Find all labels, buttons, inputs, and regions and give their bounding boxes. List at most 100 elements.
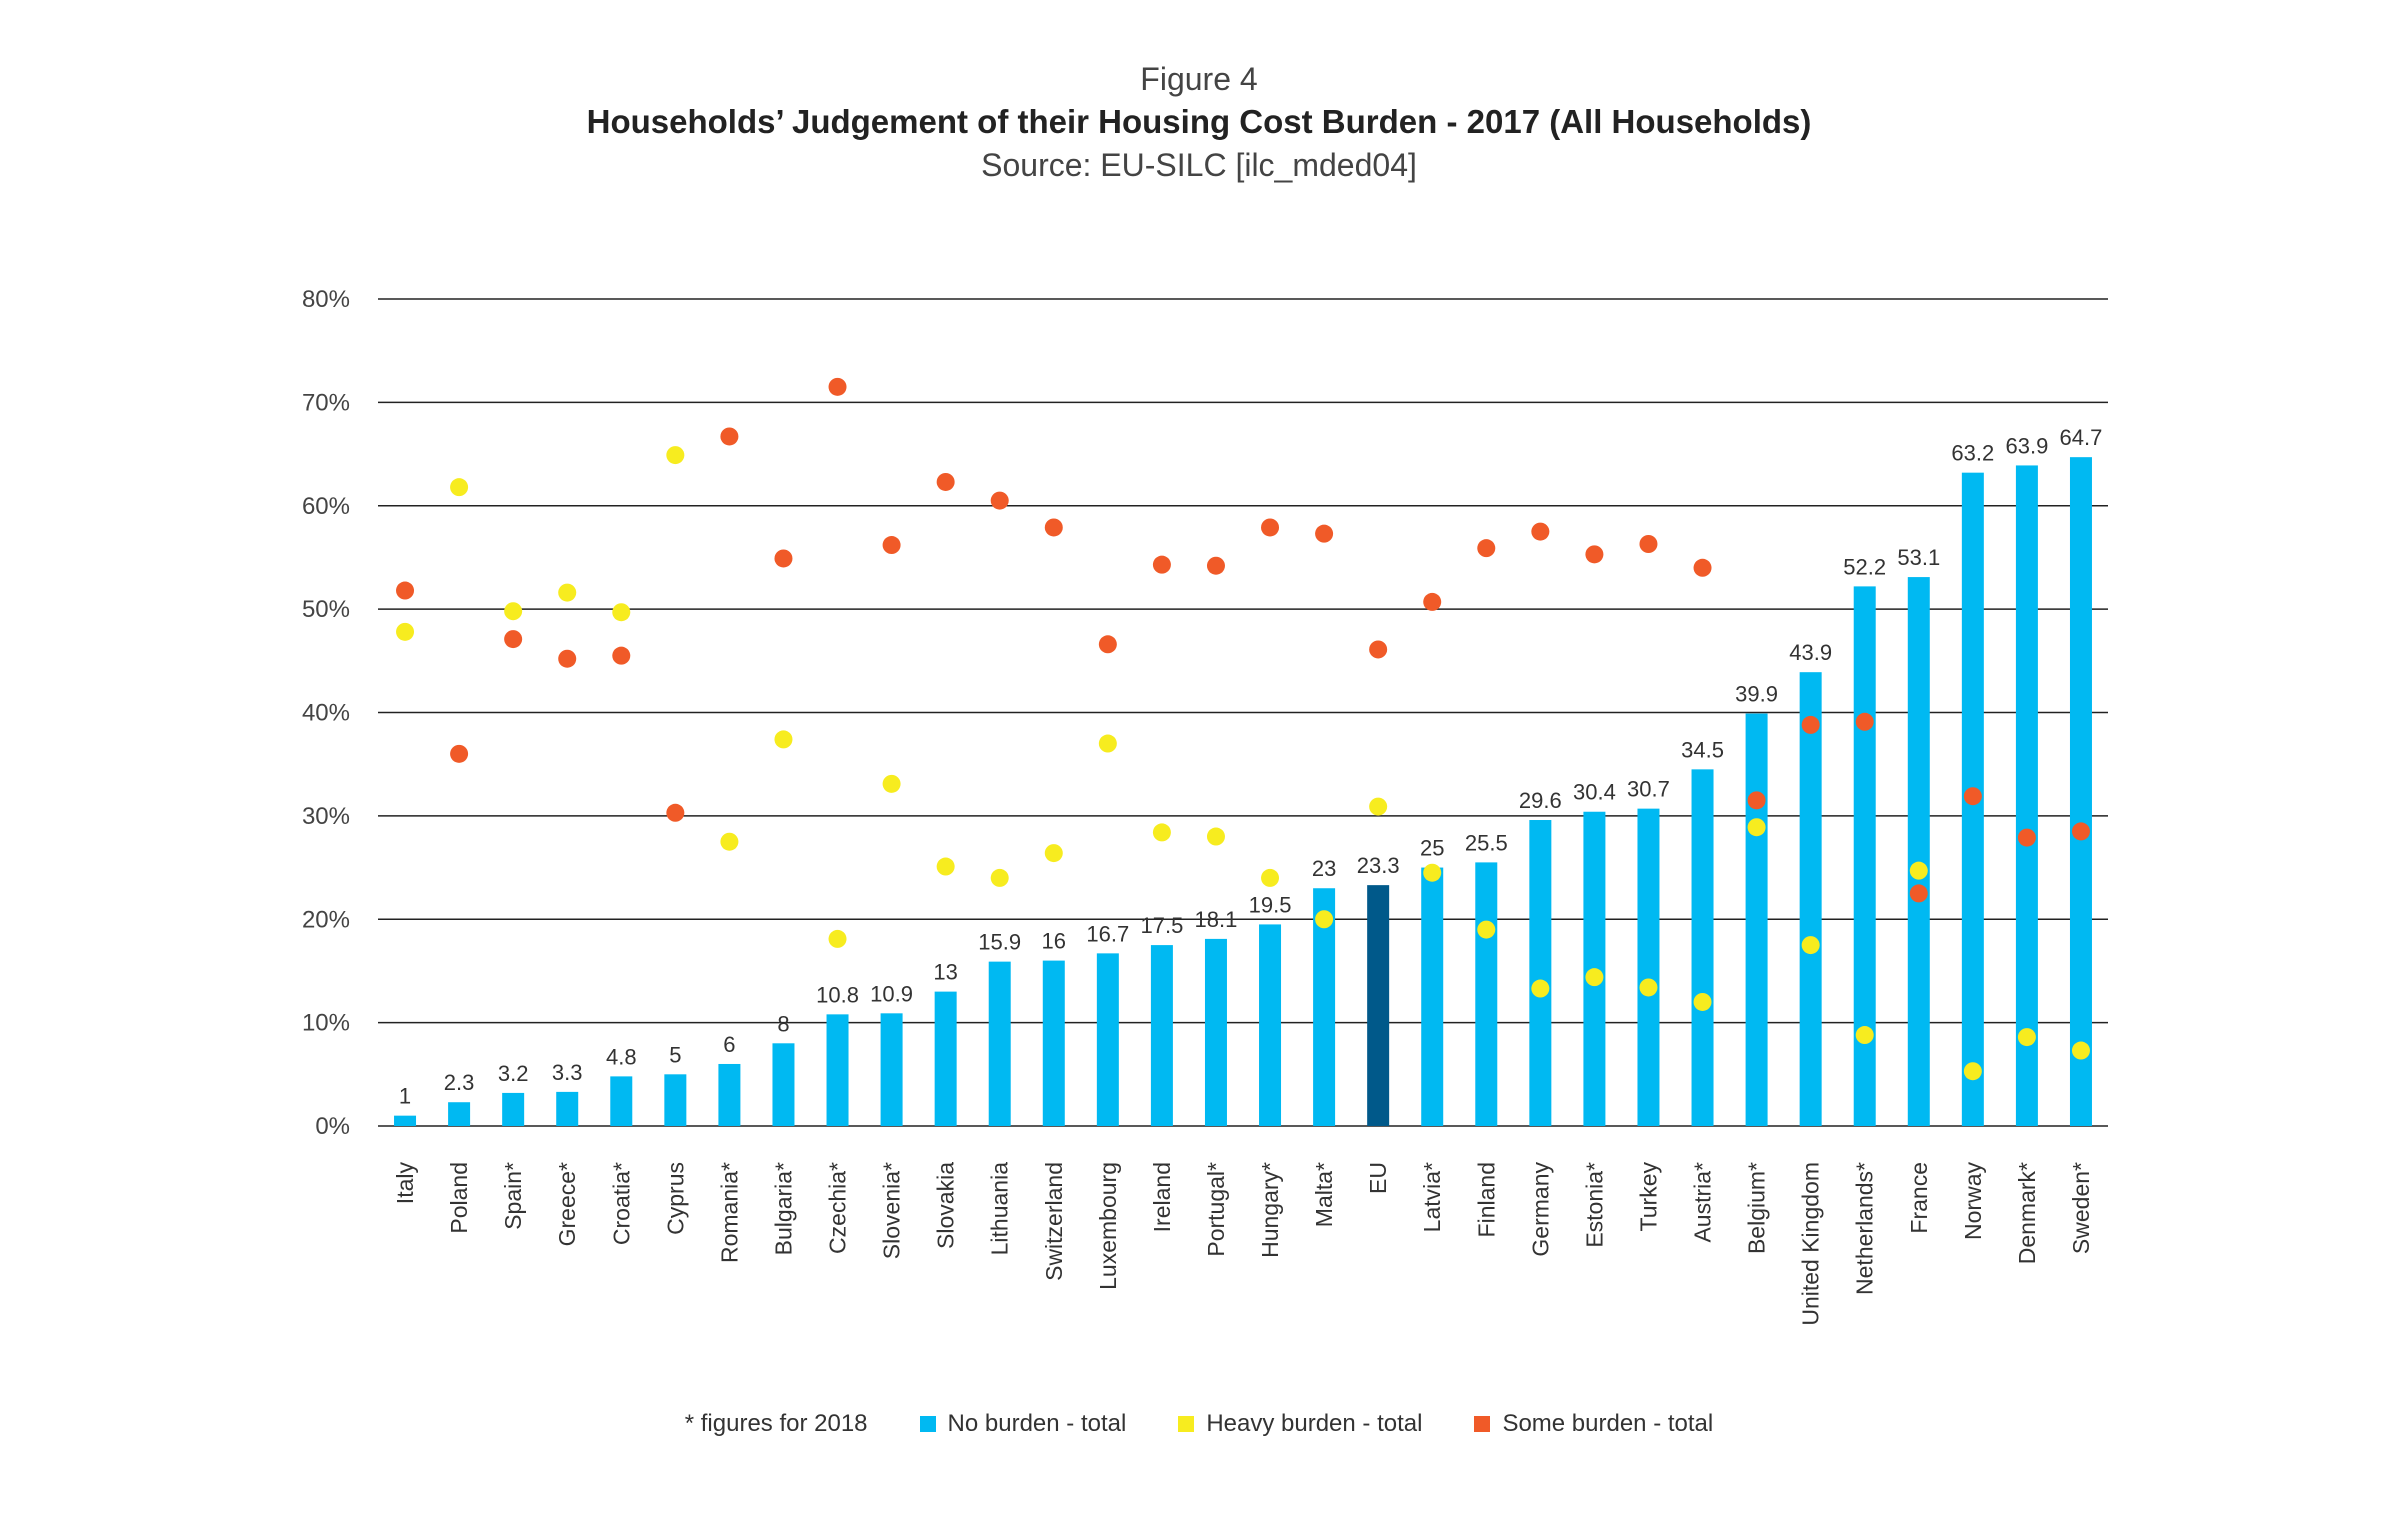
bar-value-label: 53.1 (1897, 545, 1940, 570)
bar (2015, 465, 2038, 1127)
some-burden-point (1585, 545, 1604, 564)
some-burden-point (1369, 640, 1388, 659)
some-burden-point (1693, 558, 1712, 577)
figure-label: Figure 4 (1140, 61, 1258, 97)
heavy-burden-point (936, 857, 955, 876)
legend-note-text: * figures for 2018 (684, 1410, 868, 1437)
bar (988, 961, 1011, 1126)
bar-value-label: 4.8 (606, 1044, 637, 1069)
y-tick-label: 60% (302, 493, 350, 520)
bar (1259, 924, 1282, 1126)
some-burden-point (828, 377, 847, 396)
bar-value-label: 23 (1312, 856, 1336, 881)
bar-value-label: 52.2 (1843, 554, 1886, 579)
x-category-label: Czechia* (825, 1162, 851, 1254)
some-burden-point (936, 472, 955, 491)
x-category-label: Cyprus (662, 1162, 688, 1235)
bar-value-label: 30.4 (1573, 780, 1616, 805)
bar (664, 1074, 687, 1126)
bar (448, 1102, 471, 1126)
heavy-burden-point (1261, 868, 1280, 887)
x-category-label: Slovenia* (879, 1162, 905, 1259)
some-burden-point (1639, 534, 1658, 553)
bar-value-label: 2.3 (444, 1070, 475, 1095)
heavy-burden-point (450, 478, 469, 497)
x-category-label: Estonia* (1581, 1162, 1607, 1248)
heavy-burden-point (1423, 863, 1442, 882)
bar (1853, 586, 1876, 1126)
x-category-label: Lithuania (987, 1162, 1013, 1256)
some-burden-point (612, 646, 631, 665)
bar (880, 1013, 903, 1126)
some-burden-point (2071, 822, 2090, 841)
some-burden-point (720, 427, 739, 446)
x-category-label: Croatia* (608, 1162, 634, 1245)
bar (610, 1076, 633, 1126)
y-tick-label: 20% (302, 906, 350, 933)
x-category-label: Norway (1960, 1162, 1986, 1240)
x-category-label: Poland (446, 1162, 472, 1234)
bar-value-label: 10.9 (870, 981, 913, 1006)
y-tick-label: 80% (302, 286, 350, 313)
x-category-label: Ireland (1149, 1162, 1175, 1232)
x-category-label: Spain* (500, 1162, 526, 1230)
bar (1691, 769, 1714, 1126)
bar-value-label: 30.7 (1627, 777, 1670, 802)
heavy-burden-point (1369, 797, 1388, 816)
heavy-burden-point (1639, 978, 1658, 997)
bar-value-label: 64.7 (2060, 425, 2103, 450)
x-category-label: Turkey (1635, 1162, 1661, 1232)
heavy-burden-point (1315, 910, 1334, 929)
x-category-label: Germany (1527, 1162, 1553, 1257)
legend-item-no-burden: No burden - total (919, 1410, 1126, 1438)
some-burden-point (504, 630, 523, 649)
heavy-burden-point (1693, 992, 1712, 1011)
heavy-burden-point (1585, 968, 1604, 987)
chart-title: Households’ Judgement of their Housing C… (586, 103, 1812, 140)
bar (772, 1043, 795, 1126)
bar (502, 1092, 525, 1126)
x-category-label: France (1906, 1162, 1932, 1234)
heavy-burden-point (1477, 920, 1496, 939)
some-burden-point (1206, 556, 1225, 575)
x-category-label: Sweden* (2068, 1162, 2094, 1254)
bar (1529, 820, 1552, 1126)
x-category-label: Greece* (554, 1162, 580, 1246)
bar-value-label: 25.5 (1465, 830, 1508, 855)
heavy-burden-point (1152, 823, 1171, 842)
bar (1745, 713, 1768, 1126)
heavy-burden-point (1909, 861, 1928, 880)
some-burden-point (882, 536, 901, 555)
chart-legend: * figures for 2018 No burden - total Hea… (0, 1410, 2398, 1438)
bar-value-label: 10.8 (816, 982, 859, 1007)
bar-value-label: 8 (777, 1011, 789, 1036)
some-burden-point (774, 549, 793, 568)
some-burden-point (1531, 522, 1550, 541)
y-tick-label: 40% (302, 700, 350, 727)
heavy-burden-point (558, 583, 577, 602)
heavy-burden-point (1747, 818, 1766, 837)
heavy-burden-point (1531, 979, 1550, 998)
bar-value-label: 29.6 (1519, 788, 1562, 813)
some-burden-point (1477, 539, 1496, 558)
x-category-label: United Kingdom (1798, 1162, 1824, 1326)
bar-value-label: 43.9 (1789, 640, 1832, 665)
bar (1637, 808, 1660, 1126)
some-burden-point (396, 581, 415, 600)
bar-value-label: 23.3 (1357, 853, 1400, 878)
x-category-label: Denmark* (2014, 1162, 2040, 1264)
heavy-burden-point (990, 868, 1009, 887)
x-category-label: Belgium* (1744, 1162, 1770, 1254)
legend-swatch-heavy-burden (1178, 1416, 1195, 1432)
some-burden-point (1098, 635, 1117, 654)
bar-value-label: 1 (399, 1084, 411, 1109)
bar (2069, 457, 2092, 1126)
heavy-burden-point (1098, 734, 1117, 753)
heavy-burden-point (774, 730, 793, 749)
heavy-burden-point (666, 446, 685, 465)
heavy-burden-point (2017, 1028, 2036, 1047)
bar-value-label: 63.2 (1951, 441, 1994, 466)
bar (826, 1014, 849, 1126)
bar (1096, 953, 1119, 1126)
